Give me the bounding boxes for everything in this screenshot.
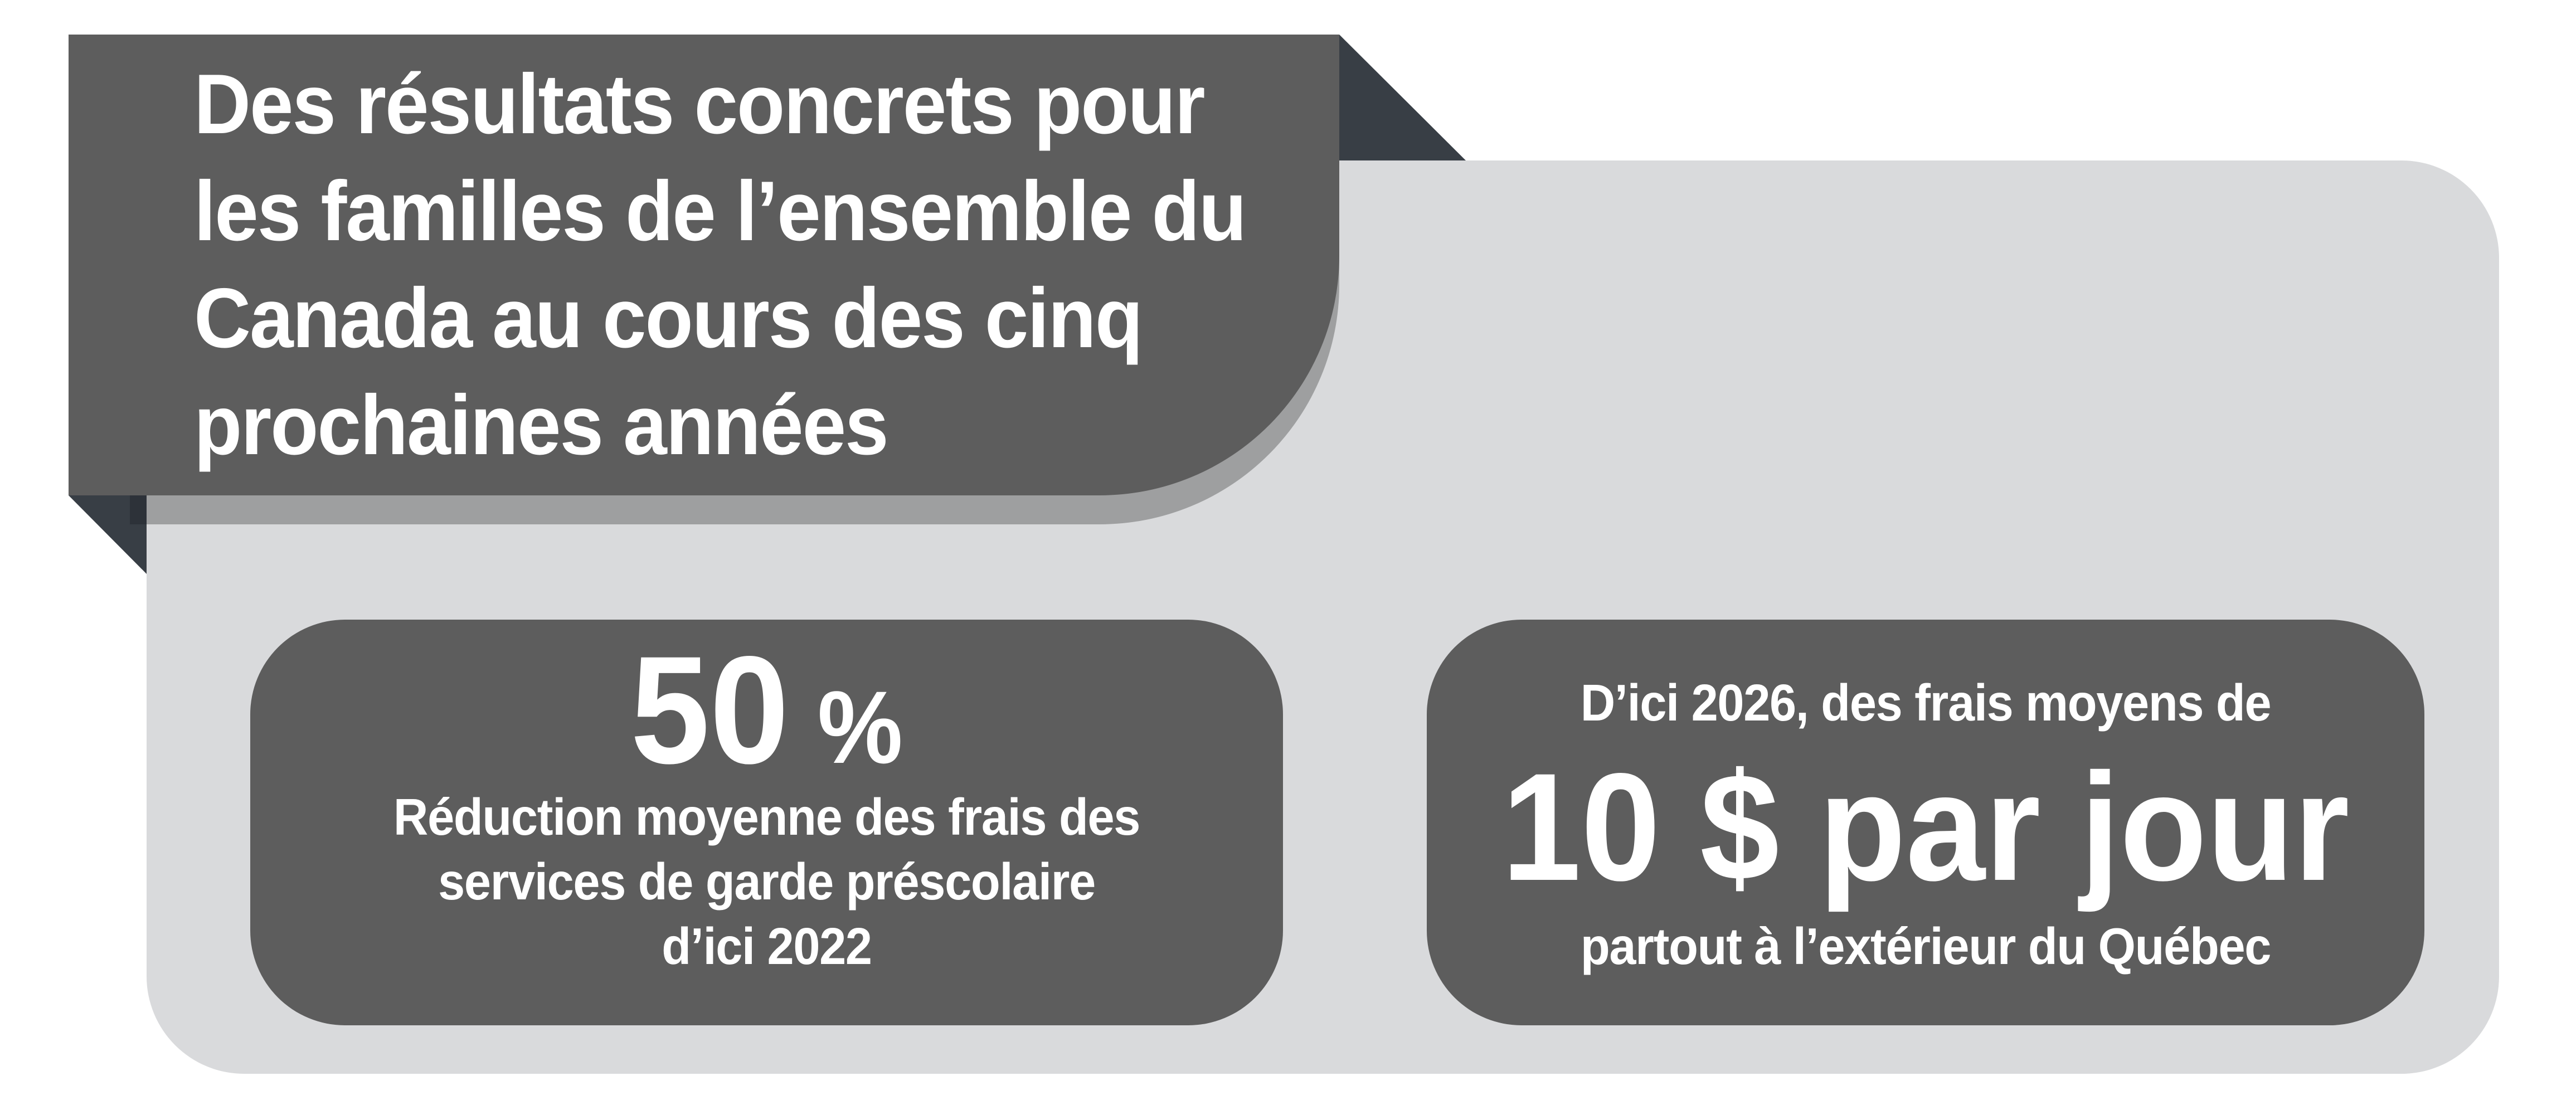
title-line: les familles de l’ensemble du xyxy=(194,164,1247,259)
stat-box-childcare-fee-reduction: 50% Réduction moyenne des frais des serv… xyxy=(250,620,1283,1025)
title-line: prochaines années xyxy=(194,378,889,473)
stat-description-line: services de garde préscolaire xyxy=(438,853,1096,911)
stat-value-50-percent: 50% xyxy=(286,634,1247,805)
stat-description: partout à l’extérieur du Québec xyxy=(1580,917,2272,975)
stat-intro: D’ici 2026, des frais moyens de xyxy=(1580,674,2272,732)
title-text: Des résultats concrets pour les familles… xyxy=(194,51,1259,479)
stat-value-10-dollars: 10 $ par jour xyxy=(1501,742,2350,913)
fold-bottom-left-shadow xyxy=(130,495,147,524)
stat-description-line: Réduction moyenne des frais des xyxy=(393,788,1140,846)
stat-box-ten-dollars-per-day: D’ici 2026, des frais moyens de 10 $ par… xyxy=(1427,620,2424,1025)
title-line: Canada au cours des cinq xyxy=(194,271,1143,366)
stat-value: 50 xyxy=(630,625,789,796)
title-line: Des résultats concrets pour xyxy=(194,57,1206,152)
stat-unit: % xyxy=(817,670,903,785)
fold-bottom-left xyxy=(69,495,147,574)
stat-description-line: d’ici 2022 xyxy=(662,917,872,975)
fold-top-right xyxy=(1339,35,1466,160)
title-banner: Des résultats concrets pour les familles… xyxy=(69,35,1339,495)
stat-description: Réduction moyenne des frais des services… xyxy=(286,785,1247,978)
